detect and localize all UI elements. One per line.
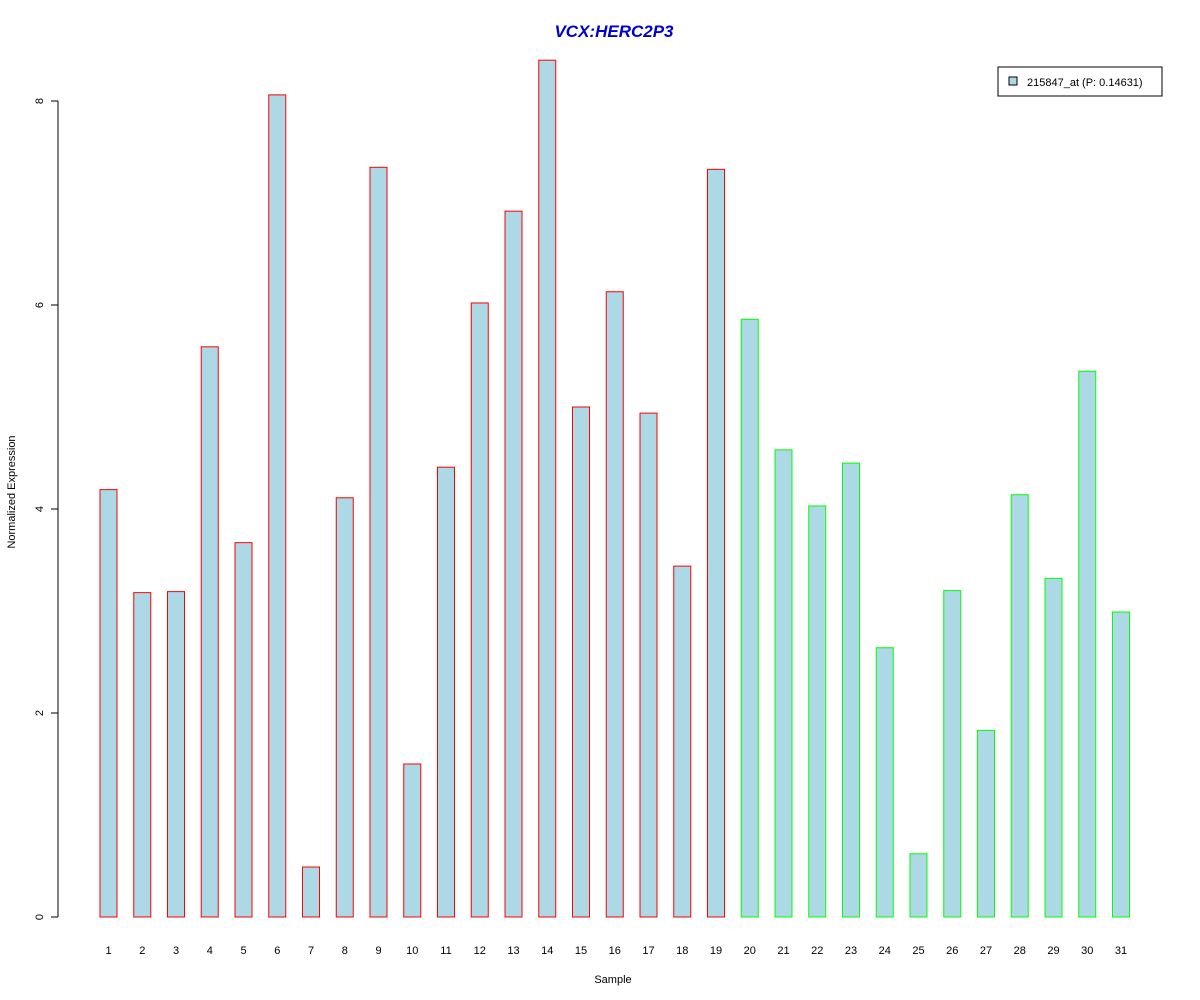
bar-sample-11 [437,466,455,918]
bar-sample-26 [943,590,962,918]
x-tick-label: 15 [575,945,587,957]
bar-sample-16 [605,291,624,918]
legend-box [997,66,1163,97]
bar-sample-29 [1044,577,1063,918]
bar-sample-21 [774,449,793,918]
x-tick-label: 22 [811,945,823,957]
x-axis-label: Sample [594,974,631,986]
bar-sample-24 [875,647,894,918]
y-tick-label: 4 [34,506,46,512]
bar-sample-7 [302,866,320,918]
x-tick-label: 12 [474,945,486,957]
bar-sample-27 [977,729,995,918]
x-tick-label: 18 [676,945,688,957]
bar-sample-5 [234,542,253,918]
x-tick-label: 20 [744,945,756,957]
x-tick-label: 8 [342,945,348,957]
bar-sample-18 [673,565,692,918]
x-tick-label: 30 [1081,945,1093,957]
bar-sample-12 [470,302,489,918]
x-tick-label: 13 [507,945,519,957]
x-tick-label: 9 [375,945,381,957]
x-tick-label: 17 [642,945,654,957]
bar-sample-25 [909,853,928,918]
bar-sample-30 [1078,370,1097,918]
y-tick-label: 2 [34,710,46,716]
bar-sample-9 [369,166,388,918]
legend: 215847_at (P: 0.14631) [997,66,1163,97]
y-tick-label: 6 [34,302,46,308]
x-tick-label: 24 [879,945,891,957]
x-tick-label: 1 [105,945,111,957]
x-tick-label: 21 [777,945,789,957]
x-tick-label: 10 [406,945,418,957]
chart-title: VCX:HERC2P3 [554,22,674,41]
bar-sample-1 [99,489,118,918]
legend-swatch [1008,76,1018,86]
y-axis-label: Normalized Expression [6,435,18,548]
bar-sample-20 [740,318,759,918]
bar-sample-2 [133,592,152,918]
x-tick-label: 25 [912,945,924,957]
x-tick-label: 14 [541,945,553,957]
bar-sample-23 [842,462,860,918]
x-tick-label: 27 [980,945,992,957]
x-tick-label: 2 [139,945,145,957]
y-tick-label: 0 [34,914,46,920]
x-tick-label: 11 [440,945,451,957]
y-axis: 0 2 4 6 8 [34,98,59,920]
bar-sample-28 [1010,494,1029,918]
x-tick-labels: 1 2 3 4 5 6 7 8 9 10 11 12 13 14 15 16 17 18 19 20 21 22 23 24 2… [105,945,1127,957]
x-tick-label: 19 [710,945,722,957]
x-tick-label: 16 [609,945,621,957]
bar-sample-3 [167,591,185,918]
bar-sample-13 [504,210,523,918]
x-tick-label: 5 [240,945,246,957]
bar-sample-15 [572,406,590,918]
x-tick-label: 7 [308,945,314,957]
bar-sample-14 [538,59,557,918]
bar-sample-17 [639,412,658,918]
bar-sample-10 [403,763,422,918]
bar-sample-4 [200,346,219,918]
bar-sample-19 [707,168,725,918]
x-tick-label: 6 [274,945,280,957]
bar-sample-31 [1112,611,1130,918]
x-tick-label: 28 [1014,945,1026,957]
x-tick-label: 29 [1047,945,1059,957]
x-tick-label: 3 [173,945,179,957]
bar-sample-6 [268,94,287,918]
bar-sample-22 [808,505,827,918]
bar-sample-8 [335,497,354,918]
bars-group [99,59,1130,918]
legend-label: 215847_at (P: 0.14631) [1027,77,1143,89]
x-tick-label: 4 [207,945,213,957]
x-tick-label: 31 [1115,945,1127,957]
y-tick-label: 8 [34,98,46,104]
x-tick-label: 26 [946,945,958,957]
x-tick-label: 23 [845,945,857,957]
